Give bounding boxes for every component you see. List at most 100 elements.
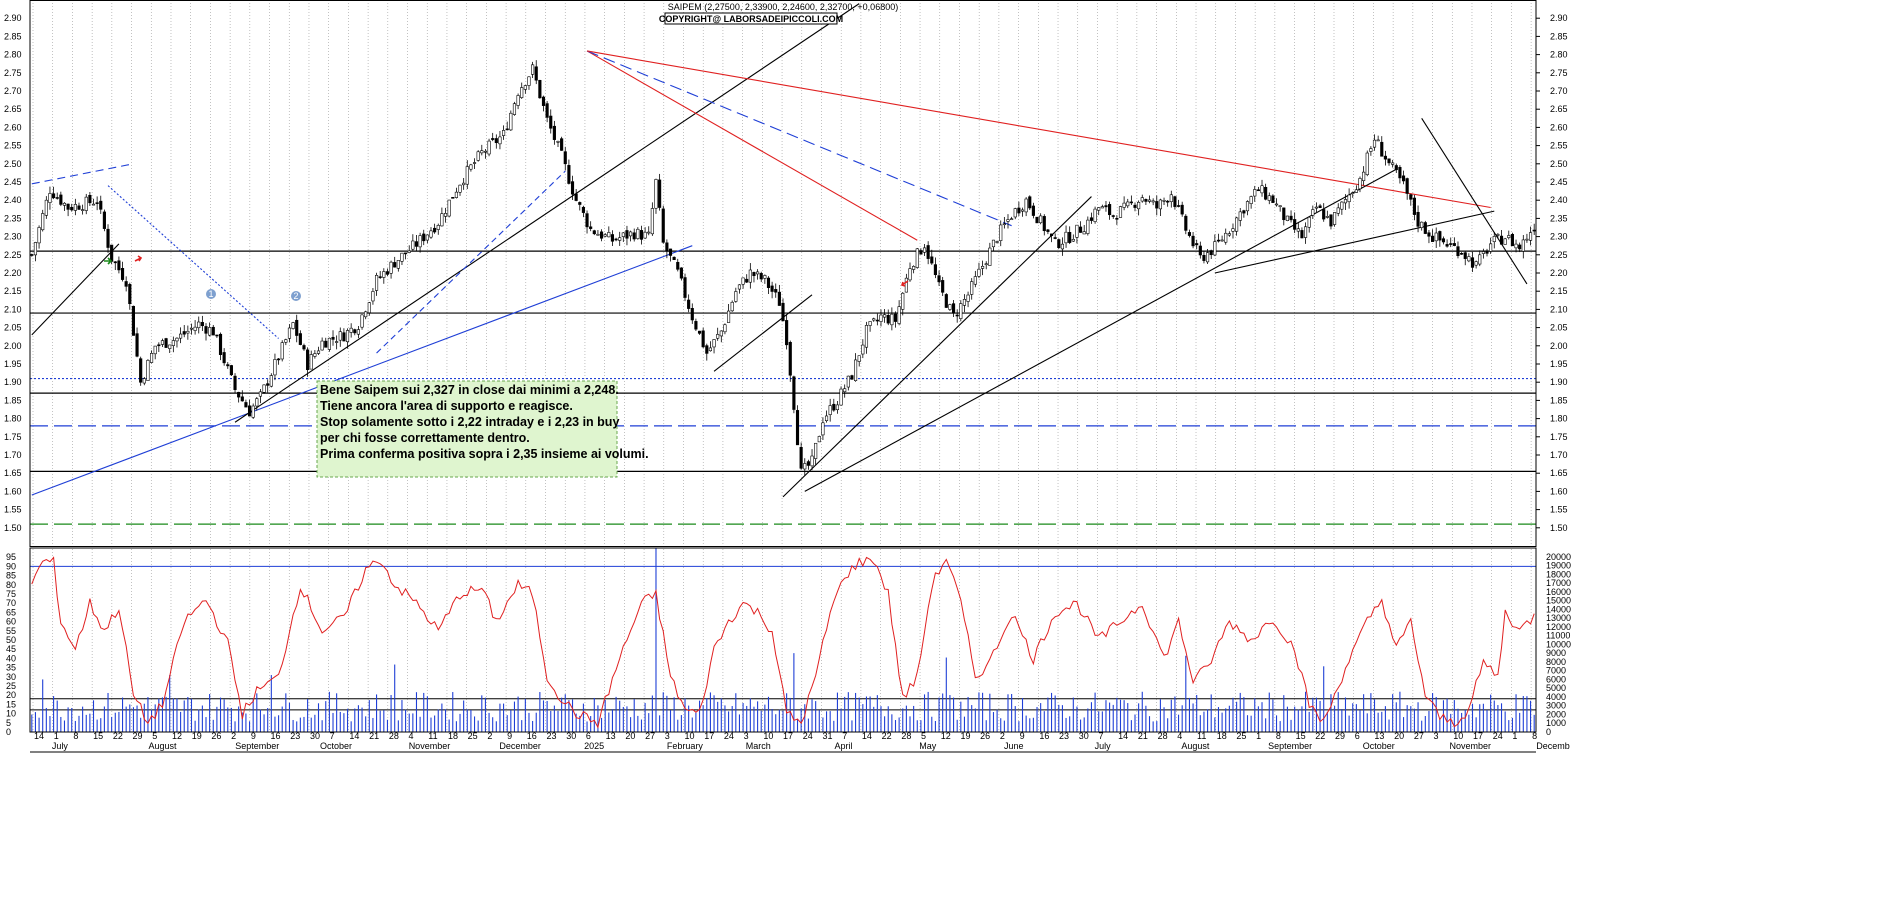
- candle-body: [1100, 206, 1104, 209]
- candles: [30, 60, 1536, 476]
- candle-body: [48, 193, 52, 203]
- candle-body: [995, 241, 999, 243]
- candle-body: [55, 197, 59, 199]
- candle-body: [1079, 226, 1083, 233]
- candle-body: [679, 267, 683, 279]
- x-tick-label: 7: [1098, 731, 1103, 741]
- candle-body: [629, 231, 633, 237]
- candle-body: [1510, 234, 1514, 247]
- y-tick-label-right: 2.65: [1550, 104, 1568, 114]
- candle-body: [73, 204, 77, 211]
- candle-body: [251, 405, 255, 418]
- candle-body: [1528, 232, 1533, 241]
- x-tick-label: 1: [54, 731, 59, 741]
- candle-body: [926, 245, 930, 259]
- x-tick-label: 18: [448, 731, 458, 741]
- candle-body: [1274, 203, 1279, 206]
- candle-body: [1311, 209, 1315, 216]
- candle-body: [91, 203, 96, 206]
- candle-body: [803, 463, 807, 470]
- candle-body: [781, 302, 785, 322]
- candle-body: [472, 162, 477, 164]
- candle-body: [1039, 215, 1043, 224]
- candle-body: [549, 115, 553, 129]
- candle-body: [708, 347, 712, 352]
- candle-body: [632, 232, 636, 240]
- note-line: per chi fosse correttamente dentro.: [320, 431, 530, 445]
- y-tick-label-right: 2.90: [1550, 13, 1568, 23]
- osc-tick-label: 50: [6, 635, 16, 645]
- candle-body: [650, 208, 654, 235]
- candle-body: [258, 391, 263, 397]
- candle-body: [400, 252, 404, 262]
- y-tick-label-left: 2.50: [4, 159, 22, 169]
- trendline: [1214, 210, 1495, 274]
- candle-body: [309, 354, 313, 370]
- candle-body: [944, 294, 948, 308]
- candle-body: [287, 327, 292, 339]
- candle-body: [175, 337, 179, 342]
- x-tick-label: 9: [507, 731, 512, 741]
- y-tick-label-right: 2.50: [1550, 159, 1568, 169]
- volume-tick-label: 0: [1546, 727, 1551, 737]
- candle-body: [654, 179, 658, 209]
- candle-body: [661, 208, 665, 243]
- volume-tick-label: 12000: [1546, 622, 1571, 632]
- candle-body: [795, 410, 800, 446]
- y-tick-label-left: 2.60: [4, 122, 22, 132]
- candle-body: [1191, 235, 1195, 247]
- candle-body: [1198, 245, 1202, 256]
- candle-body: [193, 326, 197, 331]
- candle-body: [785, 320, 789, 346]
- candle-body: [788, 341, 792, 376]
- candle-body: [505, 128, 509, 131]
- candle-body: [262, 384, 266, 393]
- candle-body: [1024, 198, 1028, 213]
- x-tick-label: 7: [842, 731, 847, 741]
- volume-tick-label: 11000: [1546, 631, 1570, 641]
- candle-body: [1463, 252, 1467, 259]
- candle-body: [1347, 194, 1351, 203]
- volume-tick-label: 7000: [1546, 666, 1566, 676]
- candle-body: [879, 314, 883, 322]
- candle-body: [168, 344, 172, 349]
- candle-body: [716, 334, 720, 339]
- candle-body: [636, 228, 640, 239]
- candle-body: [854, 359, 858, 382]
- x-tick-label: 18: [1217, 731, 1227, 741]
- candle-body: [941, 280, 945, 293]
- candle-body: [1169, 194, 1173, 203]
- candle-body: [541, 96, 546, 106]
- candle-body: [893, 313, 898, 322]
- level-lines: [30, 250, 1536, 711]
- candle-body: [335, 341, 339, 343]
- osc-tick-label: 70: [6, 598, 16, 608]
- x-tick-label: 15: [93, 731, 103, 741]
- candle-body: [491, 138, 495, 140]
- y-tick-label-left: 1.90: [4, 377, 22, 387]
- candle-body: [218, 333, 223, 355]
- x-tick-label: 10: [684, 731, 694, 741]
- x-month-label: September: [1268, 741, 1312, 751]
- candle-body: [556, 141, 560, 143]
- candle-body: [462, 182, 466, 186]
- ohlc-header: SAIPEM (2,27500, 2,33900, 2,24600, 2,327…: [668, 2, 898, 12]
- x-tick-label: 12: [941, 731, 951, 741]
- x-tick-label: 14: [862, 731, 872, 741]
- y-tick-label-right: 1.60: [1550, 486, 1568, 496]
- volume-tick-label: 2000: [1546, 709, 1566, 719]
- candle-body: [922, 247, 927, 253]
- x-tick-label: 14: [34, 731, 44, 741]
- candle-body: [1503, 238, 1507, 245]
- candle-body: [99, 200, 103, 210]
- candle-body: [502, 130, 506, 136]
- volume-tick-label: 10000: [1546, 639, 1571, 649]
- x-month-label: October: [1363, 741, 1395, 751]
- grid-layer: [32, 0, 1532, 732]
- candle-body: [581, 206, 585, 213]
- x-tick-label: 25: [468, 731, 478, 741]
- candle-body: [1216, 239, 1221, 242]
- y-tick-label-right: 2.70: [1550, 86, 1568, 96]
- candle-body: [186, 330, 190, 334]
- candle-body: [589, 226, 593, 229]
